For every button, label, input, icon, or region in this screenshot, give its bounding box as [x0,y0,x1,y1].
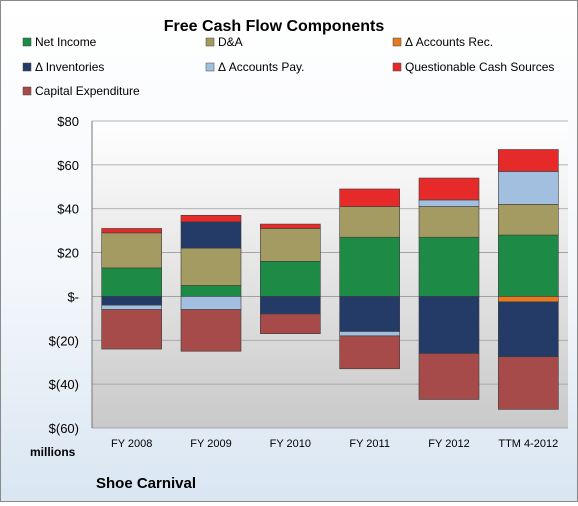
x-tick-label: FY 2011 [349,438,390,450]
bar-segment [260,228,321,262]
bar-segment [260,296,321,315]
bars [101,149,559,410]
legend-label: Δ Accounts Rec. [405,35,493,49]
bar-segment [498,296,559,303]
x-tick-label: FY 2008 [111,438,152,450]
legend-label: Δ Inventories [35,60,104,74]
bar-segment [418,353,480,400]
y-tick-label: $(20) [49,333,79,348]
y-tick-label: $(40) [49,377,79,392]
legend: Net Income D&A Δ Accounts Rec. Δ Inventorie… [22,35,554,98]
bar-segment [180,221,242,249]
legend-swatch [205,37,215,47]
bar-segment [418,236,480,297]
bar-segment [260,223,321,229]
x-tick-label: FY 2009 [190,438,231,450]
y-tick-label: $60 [57,158,79,173]
bar-segment [498,234,559,297]
gridlines [92,120,568,429]
unit-label: millions [30,445,76,459]
bar-segment [418,206,480,238]
bar-segment [101,309,162,350]
x-tick-label: FY 2010 [270,438,311,450]
legend-swatch [22,86,32,96]
y-tick-label: $40 [57,202,79,217]
y-tick-label: $- [67,289,79,304]
company-name: Shoe Carnival [96,475,196,492]
bar-segment [260,313,321,335]
bar-segment [498,149,559,172]
legend-swatch [392,62,402,72]
bar-segment [180,296,242,310]
bar-segment [418,177,480,201]
legend-swatch [205,62,215,72]
y-tick-label: $(60) [49,421,79,436]
x-tick-label: FY 2012 [428,438,469,450]
bar-segment [101,232,162,269]
bar-segment [339,296,400,332]
bar-segment [180,247,242,286]
bar-segment [101,296,162,306]
bar-segment [101,267,162,297]
bar-segment [180,285,242,297]
bar-segment [418,199,480,207]
legend-label: Net Income [35,35,97,49]
plot-area [92,121,568,428]
bar-segment [180,214,242,223]
legend-label: Questionable Cash Sources [405,60,554,74]
y-tick-label: $20 [57,246,79,261]
bar-segment [498,301,559,358]
bar-segment [101,228,162,234]
chart-title: Free Cash Flow Components [164,18,385,35]
bar-segment [498,356,559,410]
x-tick-label: TTM 4-2012 [498,438,558,450]
legend-label: Capital Expenditure [35,84,140,98]
y-axis: $80 $60 $40 $20 $- $(20) $(40) $(60) [49,114,93,436]
bar-segment [339,206,400,238]
legend-swatch [22,37,32,47]
legend-swatch [392,37,402,47]
bar-segment [180,309,242,352]
bar-segment [339,188,400,207]
bar-segment [418,296,480,354]
y-tick-label: $80 [57,114,79,129]
bar-segment [498,204,559,236]
bar-segment [498,171,559,205]
legend-swatch [22,62,32,72]
bar-segment [339,236,400,297]
x-axis: FY 2008 FY 2009 FY 2010 FY 2011 FY 2012 TTM 4… [111,438,558,450]
legend-label: Δ Accounts Pay. [218,60,305,74]
bar-segment [339,335,400,370]
bar-segment [339,331,400,337]
bar-segment [260,261,321,297]
legend-label: D&A [218,35,243,49]
bar-segment [101,304,162,310]
